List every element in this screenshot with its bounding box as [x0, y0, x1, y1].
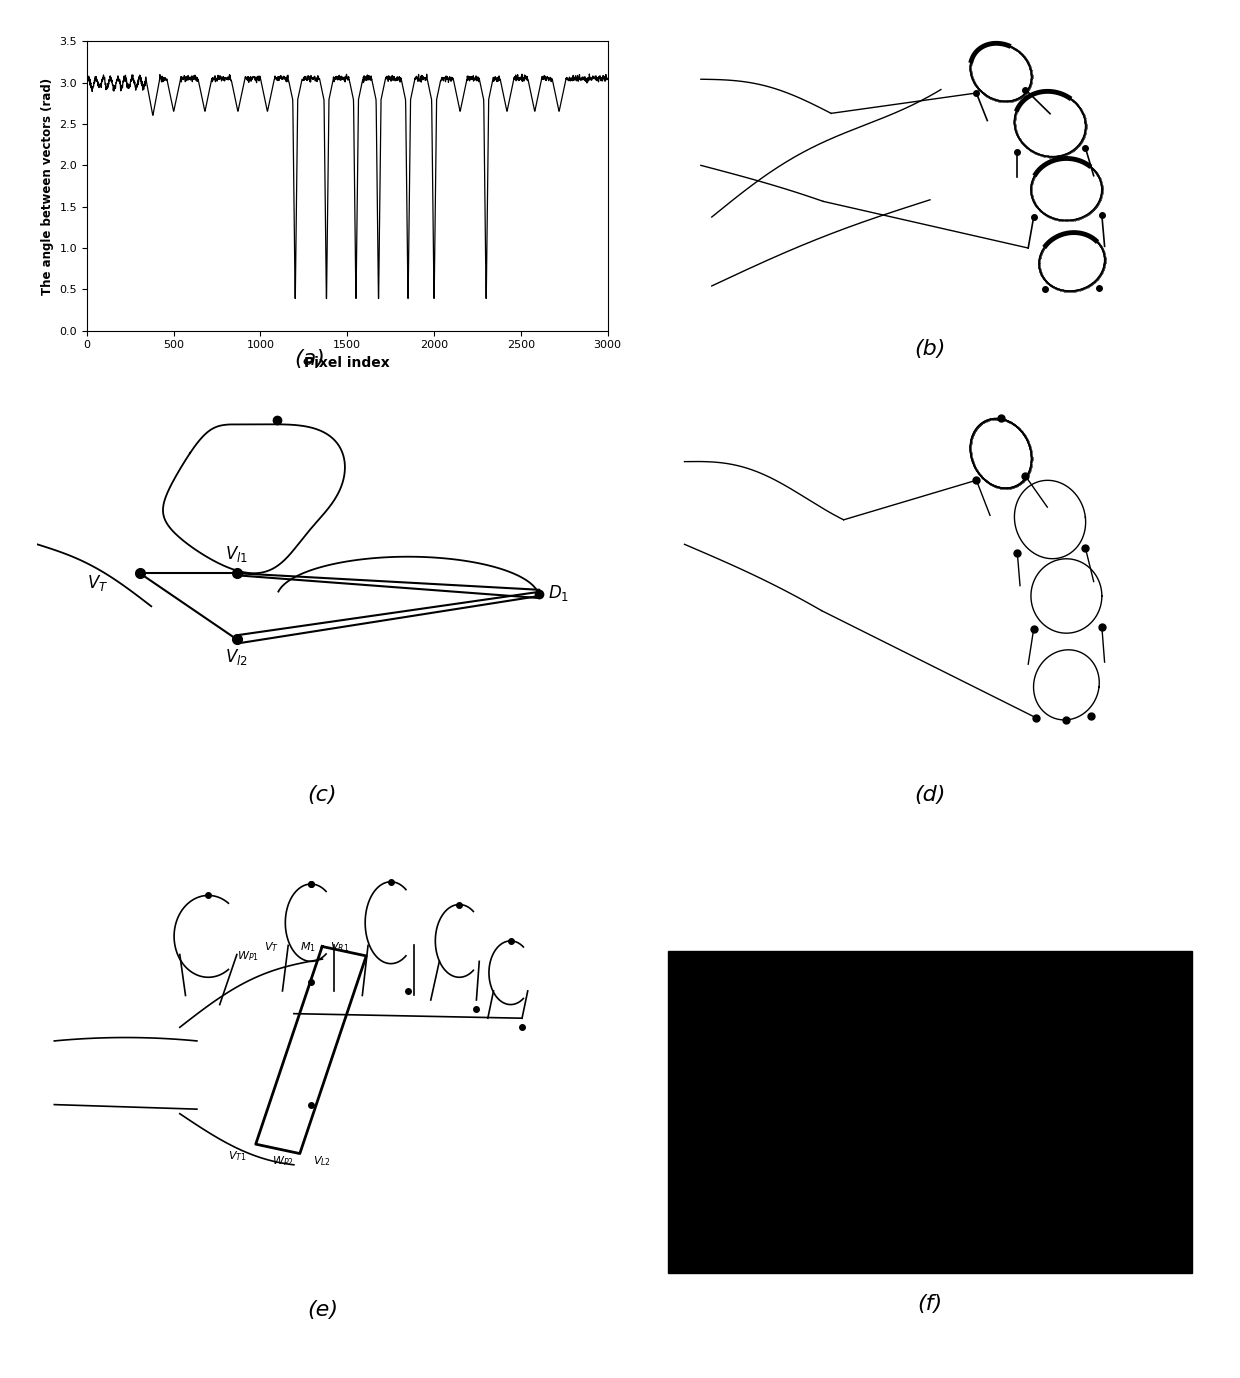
- Text: (b): (b): [914, 339, 946, 358]
- Text: $W_{P1}$: $W_{P1}$: [237, 949, 259, 963]
- Text: (d): (d): [914, 784, 946, 805]
- Text: $D_1$: $D_1$: [548, 583, 569, 604]
- Text: $V_{L2}$: $V_{L2}$: [314, 1153, 331, 1167]
- X-axis label: Pixel index: Pixel index: [304, 356, 391, 371]
- Text: (c): (c): [308, 784, 337, 805]
- Text: $W_{P2}$: $W_{P2}$: [272, 1153, 294, 1167]
- Text: (a): (a): [295, 349, 325, 369]
- Text: $V_T$: $V_T$: [87, 573, 109, 593]
- Bar: [668, 951, 1192, 1273]
- Text: $V_{l2}$: $V_{l2}$: [226, 648, 248, 667]
- Text: (e): (e): [306, 1299, 337, 1320]
- Text: $V_{R1}$: $V_{R1}$: [330, 940, 350, 954]
- Text: $M_1$: $M_1$: [300, 940, 316, 954]
- Text: $V_{l1}$: $V_{l1}$: [226, 544, 248, 564]
- Y-axis label: The angle between vectors (rad): The angle between vectors (rad): [41, 77, 53, 295]
- Text: (f): (f): [918, 1294, 942, 1315]
- Text: $V_{T1}$: $V_{T1}$: [227, 1149, 247, 1163]
- Text: $V_T$: $V_T$: [264, 940, 279, 954]
